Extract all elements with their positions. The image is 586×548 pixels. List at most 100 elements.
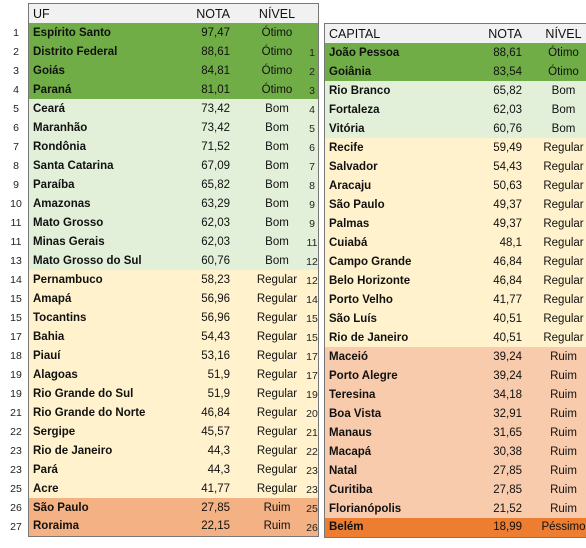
rank-number: 26 [10,501,22,514]
nivel-cell: Regular [543,160,584,173]
uf-header-nivel: NÍVEL [236,4,318,23]
table-row: 13 Mato Grosso do Sul 60,76 Bom [4,251,319,270]
nota-cell: 32,91 [493,407,522,420]
rank-number: 17 [306,350,318,363]
table-row: 8 Santa Catarina 67,09 Bom [4,156,319,175]
nivel-cell: Regular [256,482,298,495]
nota-cell: 21,52 [493,502,522,515]
nota-cell: 67,09 [201,159,230,172]
nota-cell: 40,51 [493,312,522,325]
rank-number: 9 [13,178,19,191]
nota-cell: 60,76 [493,122,522,135]
rank-number: 18 [10,349,22,362]
nivel-cell: Bom [551,122,576,135]
rank-number: 15 [10,311,22,324]
table-row: 25 Acre 41,77 Regular [4,479,319,498]
table-row: 6 Recife 59,49 Regular [300,138,586,157]
nivel-cell: Regular [543,198,584,211]
nota-cell: 71,52 [201,140,230,153]
nota-cell: 27,85 [201,501,230,514]
uf-header-name: UF [29,4,165,23]
uf-ranking-table: UF NOTA NÍVEL 1 Espírito Santo 97,47 Ótimo 2… [4,3,319,537]
rank-number: 3 [309,84,315,97]
nota-cell: 49,37 [493,198,522,211]
nota-cell: 31,65 [493,426,522,439]
name-cell: Teresina [329,388,376,401]
table-row: 5 Ceará 73,42 Bom [4,99,319,118]
rank-number: 12 [306,255,318,268]
rank-number: 8 [13,159,19,172]
rank-number: 27 [10,520,22,533]
name-cell: Goiás [33,64,65,77]
name-cell: Paraíba [33,178,75,191]
nivel-cell: Regular [543,312,584,325]
nota-cell: 97,47 [201,26,230,39]
table-row: 22 Sergipe 45,57 Regular [4,422,319,441]
nota-cell: 39,24 [493,350,522,363]
rank-number: 8 [309,179,315,192]
nivel-cell: Bom [265,102,289,115]
table-row: 6 Maranhão 73,42 Bom [4,118,319,137]
table-row: 2 Distrito Federal 88,61 Ótimo [4,42,319,61]
nota-cell: 40,51 [493,331,522,344]
nivel-cell: Péssimo [541,521,586,533]
nivel-cell: Regular [543,141,584,154]
rank-number: 20 [306,407,318,420]
name-cell: Natal [329,464,358,477]
name-cell: Rio Grande do Norte [33,406,146,419]
name-cell: Curitiba [329,483,373,496]
table-row: 9 Paraíba 65,82 Bom [4,175,319,194]
nivel-cell: Regular [256,292,298,305]
rank-number: 23 [306,464,318,477]
table-row: 15 São Luís 40,51 Regular [300,309,586,328]
name-cell: Manaus [329,426,372,439]
name-cell: Mato Grosso [33,216,104,229]
table-row: 1 Espírito Santo 97,47 Ótimo [4,23,319,42]
table-row: 17 Porto Alegre 39,24 Ruim [300,366,586,385]
nota-cell: 51,9 [207,368,230,381]
name-cell: João Pessoa [329,46,400,59]
table-row: 23 Curitiba 27,85 Ruim [300,480,586,499]
nota-cell: 56,96 [201,311,230,324]
nivel-cell: Ótimo [261,83,293,96]
rank-number: 1 [13,26,19,39]
table-row: 15 Rio de Janeiro 40,51 Regular [300,328,586,347]
name-cell: Florianópolis [329,502,402,515]
rank-number: 15 [306,312,318,325]
nivel-cell: Ruim [550,350,577,363]
table-row: 15 Amapá 56,96 Regular [4,289,319,308]
name-cell: Amapá [33,292,72,305]
capital-ranking-table: CAPITAL NOTA NÍVEL 1 João Pessoa 88,61 Ótim… [300,23,586,538]
table-row: 19 Teresina 34,18 Ruim [300,385,586,404]
nivel-cell: Regular [256,444,298,457]
table-row: 19 Alagoas 51,9 Regular [4,365,319,384]
table-row: 14 Pernambuco 58,23 Regular [4,270,319,289]
nota-cell: 54,43 [493,160,522,173]
capital-header-name: CAPITAL [325,24,455,43]
rank-number: 6 [309,141,315,154]
nivel-cell: Regular [256,330,298,343]
nota-cell: 46,84 [201,406,230,419]
nota-cell: 62,03 [493,103,522,116]
name-cell: Recife [329,141,364,154]
nota-cell: 60,76 [201,254,230,267]
nivel-cell: Regular [543,293,584,306]
name-cell: Boa Vista [329,407,382,420]
name-cell: Macapá [329,445,372,458]
rank-number: 23 [10,444,22,457]
rank-number: 14 [306,293,318,306]
nivel-cell: Bom [265,178,289,191]
nivel-cell: Ótimo [261,26,293,39]
name-cell: Aracaju [329,179,372,192]
nota-cell: 56,96 [201,292,230,305]
name-cell: Espírito Santo [33,26,111,39]
nivel-cell: Ruim [550,464,577,477]
rank-number: 4 [13,83,19,96]
nivel-cell: Regular [543,274,584,287]
rank-number: 6 [13,121,19,134]
table-row: 22 Macapá 30,38 Ruim [300,442,586,461]
nota-cell: 27,85 [493,483,522,496]
rank-number: 19 [306,388,318,401]
table-row: 26 São Paulo 27,85 Ruim [4,498,319,517]
capital-header-row: CAPITAL NOTA NÍVEL [300,23,586,44]
